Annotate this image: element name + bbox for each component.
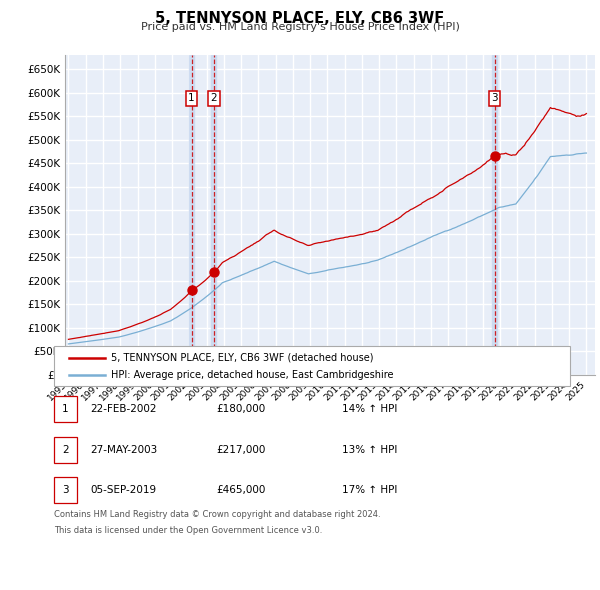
Bar bbox=[189, 55, 194, 375]
Text: 2: 2 bbox=[211, 93, 217, 103]
Text: 13% ↑ HPI: 13% ↑ HPI bbox=[342, 445, 397, 454]
Text: Price paid vs. HM Land Registry's House Price Index (HPI): Price paid vs. HM Land Registry's House … bbox=[140, 22, 460, 32]
Bar bbox=[492, 55, 497, 375]
Text: Contains HM Land Registry data © Crown copyright and database right 2024.: Contains HM Land Registry data © Crown c… bbox=[54, 510, 380, 519]
Text: £465,000: £465,000 bbox=[216, 485, 265, 494]
Text: 1: 1 bbox=[188, 93, 195, 103]
Text: 5, TENNYSON PLACE, ELY, CB6 3WF: 5, TENNYSON PLACE, ELY, CB6 3WF bbox=[155, 11, 445, 25]
Text: 17% ↑ HPI: 17% ↑ HPI bbox=[342, 485, 397, 494]
Text: 3: 3 bbox=[62, 485, 69, 494]
Text: 27-MAY-2003: 27-MAY-2003 bbox=[90, 445, 157, 454]
Text: 14% ↑ HPI: 14% ↑ HPI bbox=[342, 405, 397, 414]
Text: HPI: Average price, detached house, East Cambridgeshire: HPI: Average price, detached house, East… bbox=[111, 370, 394, 380]
Text: 5, TENNYSON PLACE, ELY, CB6 3WF (detached house): 5, TENNYSON PLACE, ELY, CB6 3WF (detache… bbox=[111, 353, 373, 363]
Text: 1: 1 bbox=[62, 405, 69, 414]
Text: This data is licensed under the Open Government Licence v3.0.: This data is licensed under the Open Gov… bbox=[54, 526, 322, 535]
Text: 05-SEP-2019: 05-SEP-2019 bbox=[90, 485, 156, 494]
Text: £217,000: £217,000 bbox=[216, 445, 265, 454]
Text: 2: 2 bbox=[62, 445, 69, 454]
Text: 22-FEB-2002: 22-FEB-2002 bbox=[90, 405, 157, 414]
Text: £180,000: £180,000 bbox=[216, 405, 265, 414]
Text: 3: 3 bbox=[491, 93, 498, 103]
Bar bbox=[211, 55, 216, 375]
